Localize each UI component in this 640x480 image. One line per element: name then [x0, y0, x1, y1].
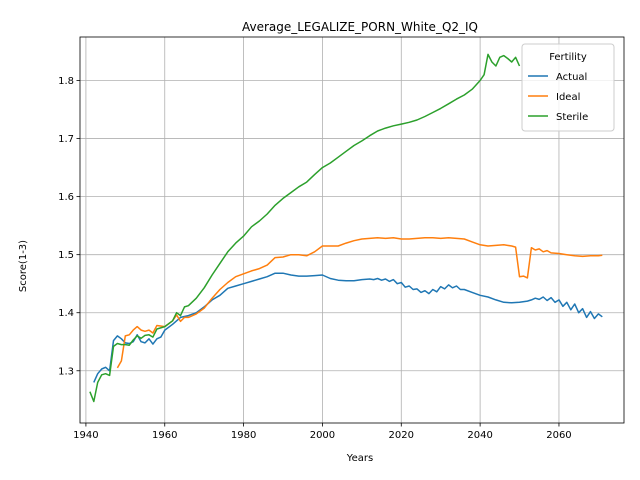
legend-frame	[521, 43, 615, 132]
x-tick-label: 2060	[546, 430, 571, 441]
x-tick-label: 2020	[389, 430, 414, 441]
series-line-actual	[93, 272, 603, 383]
x-tick-label: 2040	[467, 430, 492, 441]
axis-ticks: 1940 1960 1980 2000 2020 2040 2060 1.3 1.4 1.5 1.6…	[58, 76, 572, 441]
plot-frame	[79, 36, 625, 424]
legend: Fertility Actual Ideal Sterile	[521, 43, 615, 132]
legend-label-actual: Actual	[556, 72, 587, 83]
y-tick-label: 1.8	[58, 76, 74, 87]
legend-label-sterile: Sterile	[556, 112, 588, 123]
series-layer	[89, 53, 603, 403]
x-tick-label: 1960	[152, 430, 177, 441]
y-tick-label: 1.3	[58, 366, 74, 377]
x-tick-label: 2000	[310, 430, 335, 441]
y-tick-label: 1.4	[58, 308, 74, 319]
y-tick-label: 1.6	[58, 192, 74, 203]
x-tick-label: 1940	[73, 430, 98, 441]
series-line-ideal	[116, 237, 603, 369]
legend-entries: Actual Ideal Sterile	[528, 72, 588, 123]
series-line-sterile	[89, 53, 521, 403]
x-axis-label: Years	[346, 453, 373, 464]
chart-title: Average_LEGALIZE_PORN_White_Q2_IQ	[242, 20, 478, 34]
y-axis-label: Score(1-3)	[18, 240, 29, 292]
legend-title: Fertility	[549, 52, 587, 63]
y-tick-label: 1.5	[58, 250, 74, 261]
legend-label-ideal: Ideal	[556, 92, 580, 103]
x-tick-label: 1980	[231, 430, 256, 441]
y-tick-label: 1.7	[58, 134, 74, 145]
